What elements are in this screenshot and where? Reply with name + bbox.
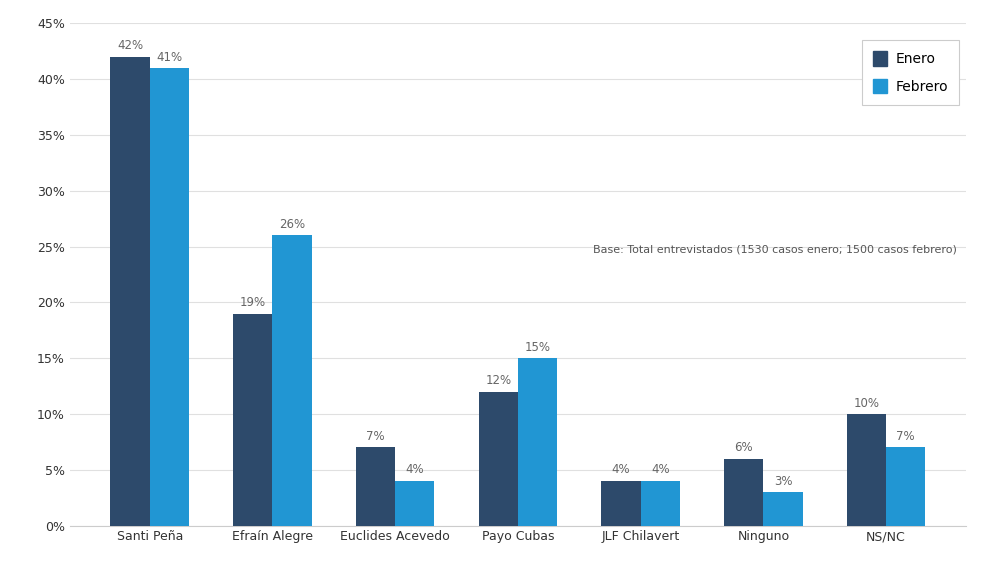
Bar [233, 314, 273, 526]
Bar [395, 481, 434, 526]
Bar [847, 414, 886, 526]
Bar [518, 358, 557, 526]
Text: 41%: 41% [156, 51, 182, 64]
Text: 19%: 19% [240, 296, 266, 309]
Text: 26%: 26% [279, 218, 305, 231]
Bar [724, 458, 763, 526]
Bar [273, 235, 312, 526]
Text: 7%: 7% [367, 430, 384, 443]
Text: 15%: 15% [525, 340, 551, 354]
Text: 12%: 12% [485, 374, 511, 387]
Bar [356, 447, 395, 526]
Text: 42%: 42% [118, 39, 143, 53]
Text: 4%: 4% [612, 464, 630, 477]
Bar [763, 492, 803, 526]
Bar [149, 68, 189, 526]
Legend: Enero, Febrero: Enero, Febrero [863, 40, 959, 105]
Bar [640, 481, 680, 526]
Text: 4%: 4% [651, 464, 669, 477]
Bar [111, 57, 149, 526]
Bar [479, 392, 518, 526]
Bar [602, 481, 640, 526]
Text: 10%: 10% [854, 397, 879, 409]
Bar [886, 447, 925, 526]
Text: 6%: 6% [734, 441, 753, 454]
Text: 3%: 3% [774, 475, 792, 488]
Text: 7%: 7% [896, 430, 915, 443]
Text: 4%: 4% [405, 464, 424, 477]
Text: Base: Total entrevistados (1530 casos enero; 1500 casos febrero): Base: Total entrevistados (1530 casos en… [594, 244, 957, 255]
